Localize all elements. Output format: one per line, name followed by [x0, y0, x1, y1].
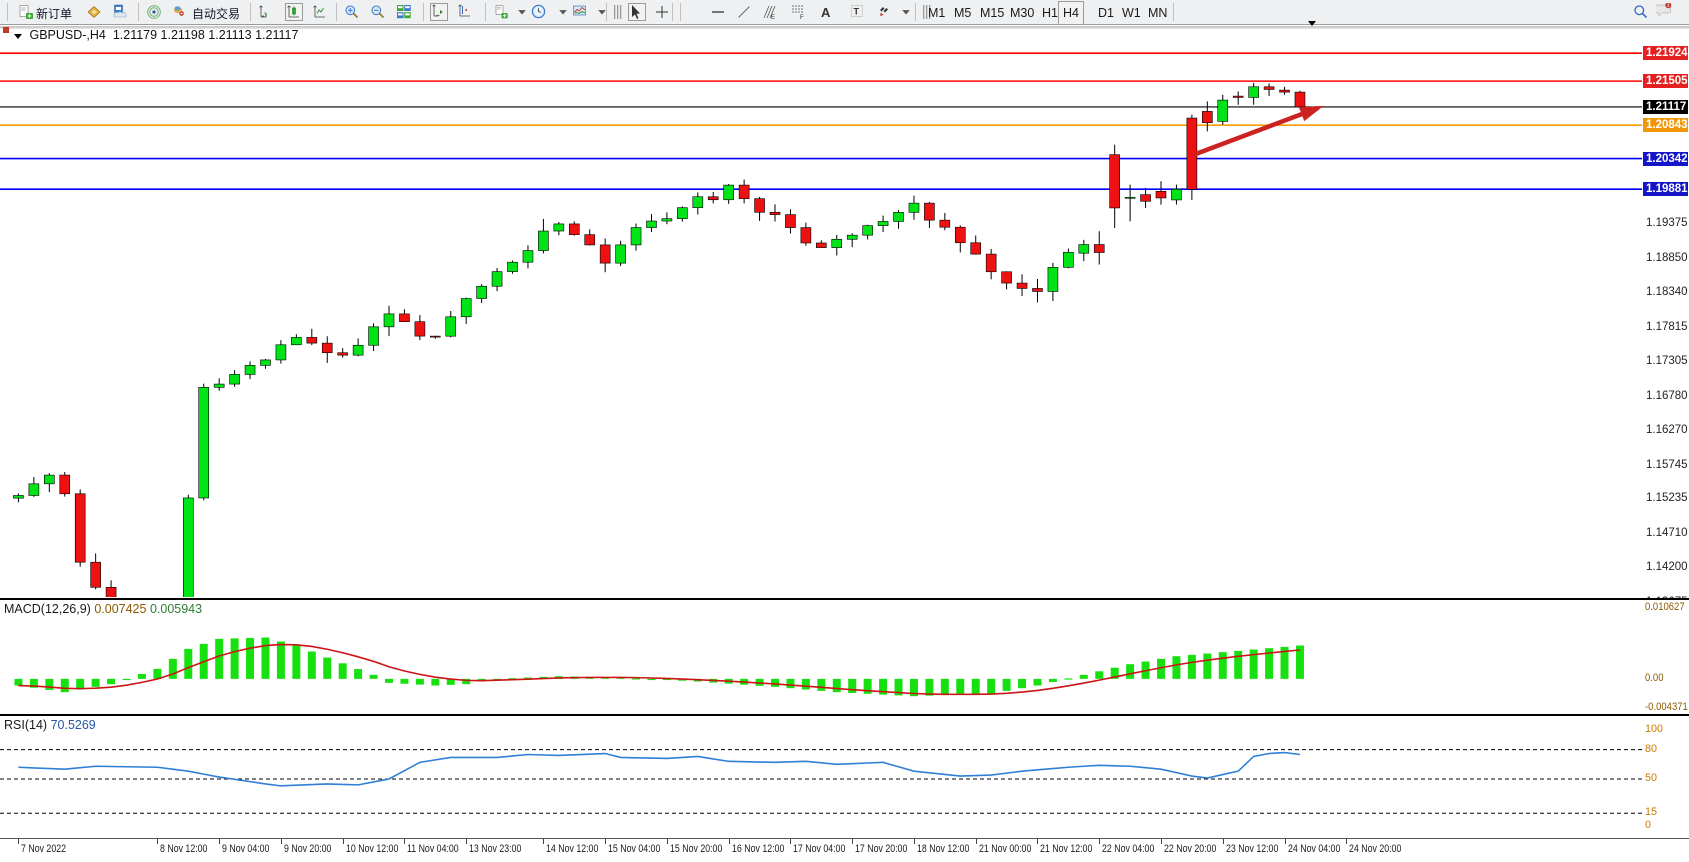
- svg-text:F: F: [800, 15, 804, 20]
- svg-text:T: T: [854, 7, 860, 17]
- svg-text:E: E: [771, 15, 775, 20]
